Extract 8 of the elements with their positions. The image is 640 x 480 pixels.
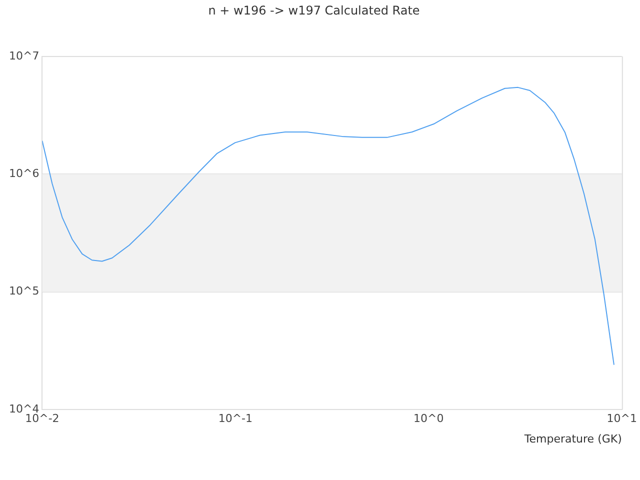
- y-tick-label: 10^7: [8, 49, 40, 62]
- x-tick-label: 10^1: [606, 412, 638, 426]
- y-tick-label: 10^5: [8, 284, 40, 298]
- x-axis-title: Temperature (GK): [523, 432, 622, 446]
- x-tick-label: 10^-1: [218, 412, 253, 426]
- y-tick-label: 10^6: [8, 166, 40, 180]
- chart-title: n + w196 -> w197 Calculated Rate: [208, 3, 420, 18]
- x-tick-label: 10^0: [414, 412, 444, 426]
